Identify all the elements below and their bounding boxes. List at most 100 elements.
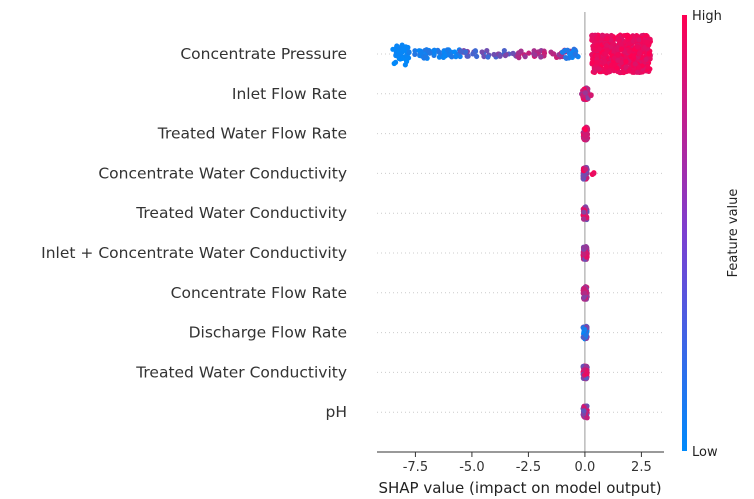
shap-point — [502, 52, 508, 59]
shap-point — [481, 53, 487, 60]
shap-point — [594, 59, 600, 66]
x-axis-ticks: -7.5 -5.0 -2.5 0.0 2.5 — [403, 452, 652, 475]
shap-point — [532, 52, 538, 58]
shap-point — [604, 42, 610, 48]
shap-point — [405, 44, 411, 51]
colorbar-gradient — [682, 15, 687, 451]
shap-point — [591, 170, 597, 177]
feature-label: Treated Water Conductivity — [135, 363, 347, 381]
shap-point — [584, 415, 590, 421]
shap-point — [582, 90, 588, 96]
shap-point — [603, 51, 609, 57]
shap-point — [623, 58, 629, 65]
shap-point — [465, 53, 471, 59]
x-axis-title: SHAP value (impact on model output) — [378, 479, 661, 497]
shap-point — [615, 57, 621, 63]
shap-point — [604, 35, 610, 42]
shap-point — [582, 126, 588, 133]
row-guide-lines — [377, 53, 664, 413]
shap-point — [470, 51, 476, 57]
shap-point — [400, 46, 406, 53]
x-tick-label: -2.5 — [516, 460, 541, 475]
shap-point — [563, 55, 569, 61]
shap-point — [474, 53, 480, 60]
shap-point — [391, 60, 397, 67]
shap-point — [603, 63, 609, 69]
shap-point — [402, 62, 408, 68]
shap-point — [463, 49, 469, 55]
shap-point — [442, 53, 448, 59]
shap-point — [594, 35, 600, 41]
shap-point — [612, 62, 618, 68]
shap-point — [538, 54, 544, 60]
shap-point — [582, 133, 589, 139]
shap-point — [623, 64, 629, 70]
shap-point — [572, 51, 579, 57]
shap-point — [602, 59, 608, 65]
shap-point — [596, 66, 603, 72]
shap-point — [582, 290, 588, 296]
shap-point — [418, 50, 424, 56]
shap-point — [393, 52, 399, 59]
shap-point — [449, 54, 455, 60]
x-tick-label: -5.0 — [459, 460, 484, 475]
x-tick-label: 0.0 — [575, 460, 596, 475]
shap-point — [589, 35, 595, 41]
shap-point — [582, 326, 588, 333]
shap-point — [645, 64, 651, 70]
colorbar-high-label: High — [692, 9, 722, 24]
shap-point — [491, 51, 497, 58]
shap-point — [593, 47, 599, 53]
shap-point — [522, 54, 528, 60]
shap-point — [453, 54, 459, 60]
shap-point — [412, 48, 418, 54]
shap-point — [580, 216, 587, 222]
shap-point — [516, 55, 522, 61]
shap-point — [610, 40, 616, 47]
shap-point — [635, 44, 641, 50]
feature-label: Concentrate Water Conductivity — [98, 164, 347, 182]
feature-label: Discharge Flow Rate — [189, 324, 347, 342]
shap-point — [643, 56, 649, 63]
shap-point — [550, 51, 556, 57]
x-tick-label: -7.5 — [403, 460, 428, 475]
feature-label: Concentrate Pressure — [180, 45, 347, 63]
shap-point — [501, 47, 507, 54]
feature-label: Treated Water Flow Rate — [157, 125, 347, 143]
feature-label: Inlet Flow Rate — [232, 85, 347, 103]
shap-point — [624, 32, 631, 38]
feature-label: Inlet + Concentrate Water Conductivity — [41, 244, 347, 262]
shap-point — [582, 166, 589, 172]
shap-point — [581, 251, 587, 257]
x-tick-label: 2.5 — [631, 460, 652, 475]
shap-point — [588, 92, 594, 99]
shap-point — [636, 64, 642, 71]
shap-point — [584, 369, 590, 375]
shap-point — [632, 61, 638, 67]
shap-point — [412, 51, 418, 57]
feature-labels: Concentrate Pressure Inlet Flow Rate Treat… — [41, 45, 347, 421]
shap-point — [630, 69, 636, 75]
shap-point — [497, 53, 503, 59]
shap-point — [564, 47, 571, 53]
shap-point — [431, 47, 437, 53]
shap-point — [642, 44, 648, 51]
shap-point — [396, 45, 403, 51]
shap-point — [484, 48, 490, 54]
shap-point — [616, 37, 622, 43]
shap-point — [626, 48, 633, 55]
shap-point — [390, 46, 396, 52]
shap-point — [589, 60, 595, 66]
shap-point — [644, 39, 650, 45]
shap-point — [580, 174, 586, 180]
shap-point — [581, 209, 587, 215]
shap-point — [422, 54, 429, 60]
shap-point — [518, 48, 524, 54]
shap-point — [581, 294, 587, 300]
feature-label: pH — [326, 403, 348, 421]
feature-label: Concentrate Flow Rate — [171, 284, 347, 302]
shap-point — [485, 54, 491, 60]
shap-point — [618, 46, 625, 52]
feature-label: Treated Water Conductivity — [135, 204, 347, 222]
